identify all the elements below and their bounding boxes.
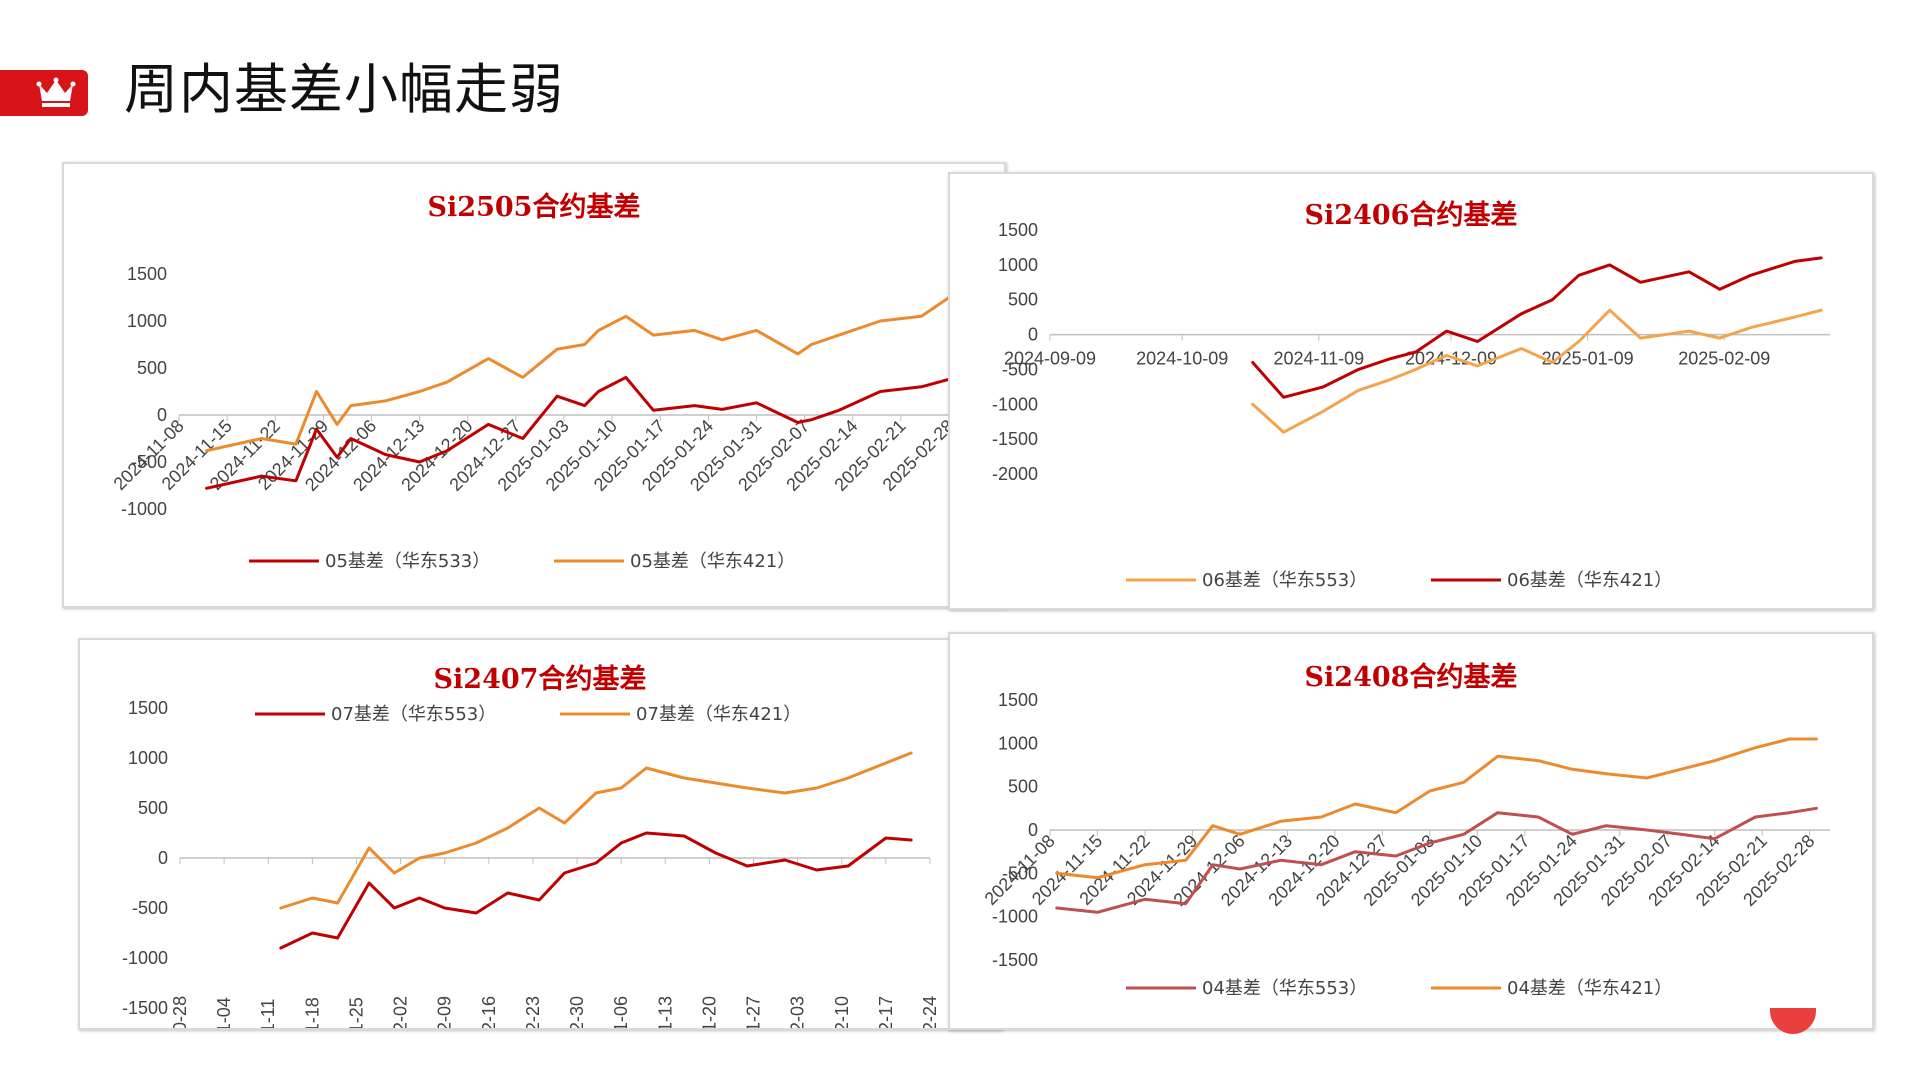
x-tick-label: 2025-02-03 <box>788 996 808 1028</box>
page-title: 周内基差小幅走弱 <box>124 58 564 121</box>
legend-label-1: 04基差（华东553） <box>1202 978 1367 999</box>
y-tick-label: -1500 <box>122 998 168 1018</box>
x-tick-label: 2025-01-13 <box>655 996 675 1028</box>
y-tick-label: 1500 <box>998 220 1038 240</box>
x-tick-label: 2025-01-20 <box>699 996 719 1028</box>
legend-label-2: 05基差（华东421） <box>630 551 795 572</box>
x-tick-label: 2024-12-30 <box>567 996 587 1028</box>
series-line-2 <box>205 296 951 453</box>
chart-si2505: Si2505合约基差150010005000-500-10002024-11-0… <box>110 191 958 572</box>
crown-icon <box>36 77 76 107</box>
x-tick-label: 2024-11-04 <box>214 997 234 1028</box>
y-tick-label: -500 <box>1002 359 1038 379</box>
y-tick-label: -2000 <box>992 464 1038 484</box>
series-line-1 <box>279 831 913 950</box>
decoration-shape <box>1770 1008 1816 1034</box>
y-tick-label: -500 <box>131 452 167 472</box>
x-tick-label: 2024-11-18 <box>302 997 322 1028</box>
chart-panel-si2406: Si2406合约基差 1500 1000 500 0 -500 -1000 -1500 -200… <box>948 172 1874 610</box>
y-tick-label: -1000 <box>992 907 1038 927</box>
legend-label-2: 04基差（华东421） <box>1507 978 1672 999</box>
x-tick-label: 2024-11-25 <box>346 997 366 1028</box>
x-tick-label: 2025-01-27 <box>744 996 764 1028</box>
y-tick-label: 0 <box>157 405 167 425</box>
legend-label-1: 06基差（华东553） <box>1202 570 1367 591</box>
legend-label-1: 05基差（华东533） <box>325 551 490 572</box>
x-tick-label: 2024-12-16 <box>479 996 499 1028</box>
x-tick-label: 2025-01-06 <box>611 996 631 1028</box>
chart-panel-si2407: Si2407合约基差150010005000-500-1000-15002024… <box>78 638 1002 1030</box>
chart-si2407: Si2407合约基差150010005000-500-1000-15002024… <box>122 663 940 1028</box>
y-tick-label: -500 <box>1002 863 1038 883</box>
x-tick-label: 2025-02-17 <box>876 996 896 1028</box>
chart-si2406: Si2406合约基差 1500 1000 500 0 -500 -1000 -1500 -200… <box>992 199 1830 591</box>
legend-label-2: 06基差（华东421） <box>1507 570 1672 591</box>
x-tick-label: 2024-09-09 <box>1004 349 1096 369</box>
x-tick-label: 2024-11-09 <box>1273 349 1364 369</box>
x-tick-label: 2024-10-28 <box>170 996 190 1028</box>
y-tick-label: 1000 <box>128 748 168 768</box>
chart-title: Si2407合约基差 <box>434 663 647 695</box>
series-line-1 <box>1055 806 1818 914</box>
y-tick-label: 500 <box>138 798 168 818</box>
chart-title: Si2406合约基差 <box>1305 199 1518 231</box>
y-tick-label: 1000 <box>998 733 1038 753</box>
series-line-1 <box>205 375 951 490</box>
chart-si2408: Si2408合约基差150010005000-500-1000-15002024… <box>981 661 1830 999</box>
y-tick-label: 1000 <box>998 255 1038 275</box>
legend-label-1: 07基差（华东553） <box>331 704 496 725</box>
y-tick-label: 500 <box>1008 777 1038 797</box>
chart-title: Si2408合约基差 <box>1305 661 1518 693</box>
y-tick-label: 0 <box>158 848 168 868</box>
title-tag <box>0 70 88 116</box>
x-tick-label: 2024-10-09 <box>1136 349 1228 369</box>
y-tick-label: 1500 <box>128 698 168 718</box>
y-tick-label: 1500 <box>998 690 1038 710</box>
y-tick-label: -1500 <box>992 950 1038 970</box>
y-tick-label: -1000 <box>122 948 168 968</box>
legend-label-2: 07基差（华东421） <box>636 704 801 725</box>
x-tick-label: 2024-12-23 <box>523 996 543 1028</box>
x-tick-label: 2025-02-24 <box>920 996 940 1028</box>
y-tick-label: 500 <box>137 358 167 378</box>
chart-panel-si2505: Si2505合约基差 1500 1000 500 0 -500 -1000 2024-11-0… <box>62 162 1006 608</box>
x-tick-label: 2024-12-09 <box>435 996 455 1028</box>
x-tick-label: 2024-12-02 <box>391 996 411 1028</box>
series-line-2 <box>279 751 913 910</box>
x-tick-label: 2025-02-09 <box>1678 349 1770 369</box>
y-tick-label: -1000 <box>121 499 167 519</box>
y-tick-label: 0 <box>1028 820 1038 840</box>
y-tick-label: -500 <box>132 898 168 918</box>
series-line-2 <box>1055 737 1818 880</box>
chart-title: Si2505合约基差 <box>428 191 641 223</box>
y-tick-label: 1000 <box>127 311 167 331</box>
chart-panel-si2408: Si2408合约基差 1500 1000 500 0 -500 -1000 -1500 2024… <box>948 632 1874 1030</box>
series-line-2 <box>1251 256 1823 399</box>
y-tick-label: -1000 <box>992 394 1038 414</box>
y-tick-label: 0 <box>1028 325 1038 345</box>
y-tick-label: 500 <box>1008 290 1038 310</box>
y-tick-label: 1500 <box>127 264 167 284</box>
y-tick-label: -1500 <box>992 429 1038 449</box>
x-tick-label: 2025-02-10 <box>832 996 852 1028</box>
series-line-1 <box>1251 308 1823 434</box>
x-tick-label: 2024-11-11 <box>258 999 278 1028</box>
